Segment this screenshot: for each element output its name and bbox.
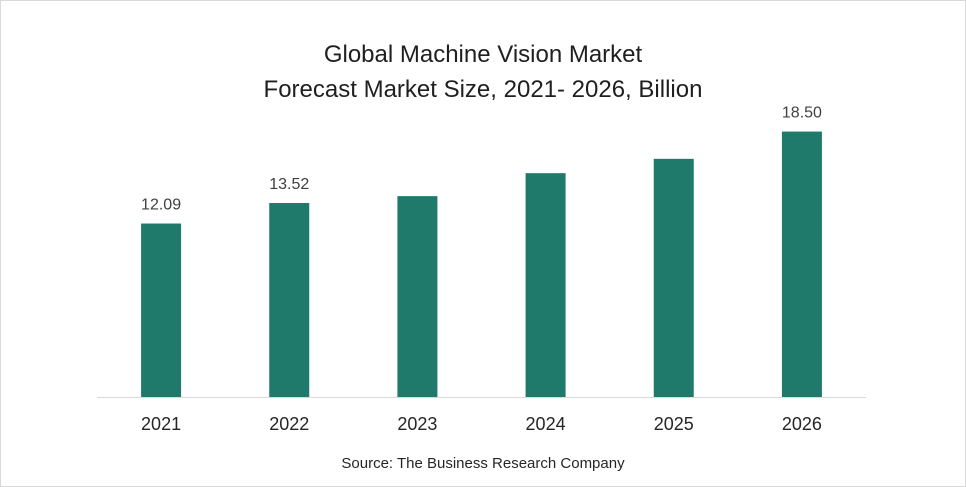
x-tick-label-2021: 2021: [141, 414, 181, 434]
bar-2025: [653, 158, 694, 397]
x-tick-label-2025: 2025: [654, 414, 694, 434]
data-label-2022: 13.52: [269, 176, 309, 193]
chart-title: Global Machine Vision Market: [323, 41, 643, 68]
data-label-2026: 18.50: [782, 105, 822, 122]
bar-2023: [397, 196, 438, 397]
x-tick-label-2023: 2023: [397, 414, 437, 434]
bar-2024: [525, 173, 566, 397]
source-note: Source: The Business Research Company: [341, 455, 625, 472]
bar-2021: [141, 223, 182, 397]
bar-2022: [269, 203, 310, 397]
chart-subtitle: Forecast Market Size, 2021- 2026, Billio…: [263, 76, 703, 103]
chart-title-block: Global Machine Vision Market Forecast Ma…: [1, 37, 965, 107]
bar-2026: [781, 131, 822, 397]
x-tick-label-2024: 2024: [526, 414, 566, 434]
x-tick-label-2022: 2022: [269, 414, 309, 434]
data-label-2021: 12.09: [141, 197, 181, 214]
x-tick-label-2026: 2026: [782, 414, 822, 434]
